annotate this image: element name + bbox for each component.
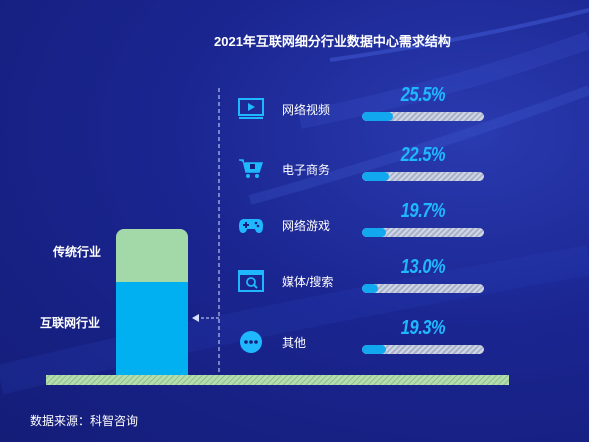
progress-track: [362, 345, 484, 354]
progress-track: [362, 112, 484, 121]
breakdown-row: 其他 19.3%: [238, 317, 498, 365]
baseline-bar: [46, 375, 509, 385]
progress-track: [362, 172, 484, 181]
breakdown-row: 电子商务 22.5%: [238, 144, 498, 192]
progress-track: [362, 228, 484, 237]
connector-arrow-head: [192, 314, 199, 322]
breakdown-row: 网络视频 25.5%: [238, 84, 498, 132]
category-label: 网络游戏: [282, 219, 331, 233]
segment-label-traditional: 传统行业: [53, 245, 102, 259]
gamepad-icon: [238, 214, 264, 236]
value-label: 22.5%: [400, 144, 446, 166]
shopping-cart-icon: [238, 158, 264, 180]
value-label: 13.0%: [400, 256, 446, 278]
browser-search-icon: [238, 270, 264, 292]
value-label: 19.7%: [400, 200, 446, 222]
category-label: 媒体/搜索: [282, 275, 334, 289]
progress-fill: [362, 345, 386, 354]
progress-track: [362, 284, 484, 293]
progress-fill: [362, 112, 393, 121]
progress-fill: [362, 228, 386, 237]
progress-fill: [362, 284, 378, 293]
value-label: 19.3%: [400, 317, 446, 339]
category-label: 电子商务: [282, 163, 331, 177]
bar-segment-traditional-bottom-fill: [116, 270, 188, 284]
category-label: 网络视频: [282, 103, 331, 117]
breakdown-row: 媒体/搜索 13.0%: [238, 256, 498, 304]
value-label: 25.5%: [400, 84, 446, 106]
progress-fill: [362, 172, 389, 181]
segment-label-internet: 互联网行业: [40, 316, 101, 330]
category-label: 其他: [282, 336, 307, 350]
chart-title: 2021年互联网细分行业数据中心需求结构: [214, 34, 451, 49]
source-note: 数据来源：科智咨询: [30, 414, 139, 428]
video-icon: [238, 98, 264, 120]
bar-segment-internet: [116, 282, 188, 375]
breakdown-row: 网络游戏 19.7%: [238, 200, 498, 248]
more-icon: [238, 331, 264, 353]
